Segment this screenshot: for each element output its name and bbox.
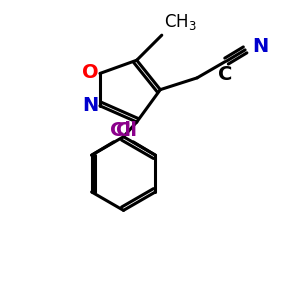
Text: O: O bbox=[82, 63, 98, 82]
Text: CH$_3$: CH$_3$ bbox=[164, 12, 197, 32]
Text: N: N bbox=[82, 96, 98, 115]
Text: Cl: Cl bbox=[116, 122, 137, 140]
Text: N: N bbox=[252, 38, 268, 56]
Text: C: C bbox=[218, 65, 232, 84]
Text: Cl: Cl bbox=[110, 122, 131, 140]
